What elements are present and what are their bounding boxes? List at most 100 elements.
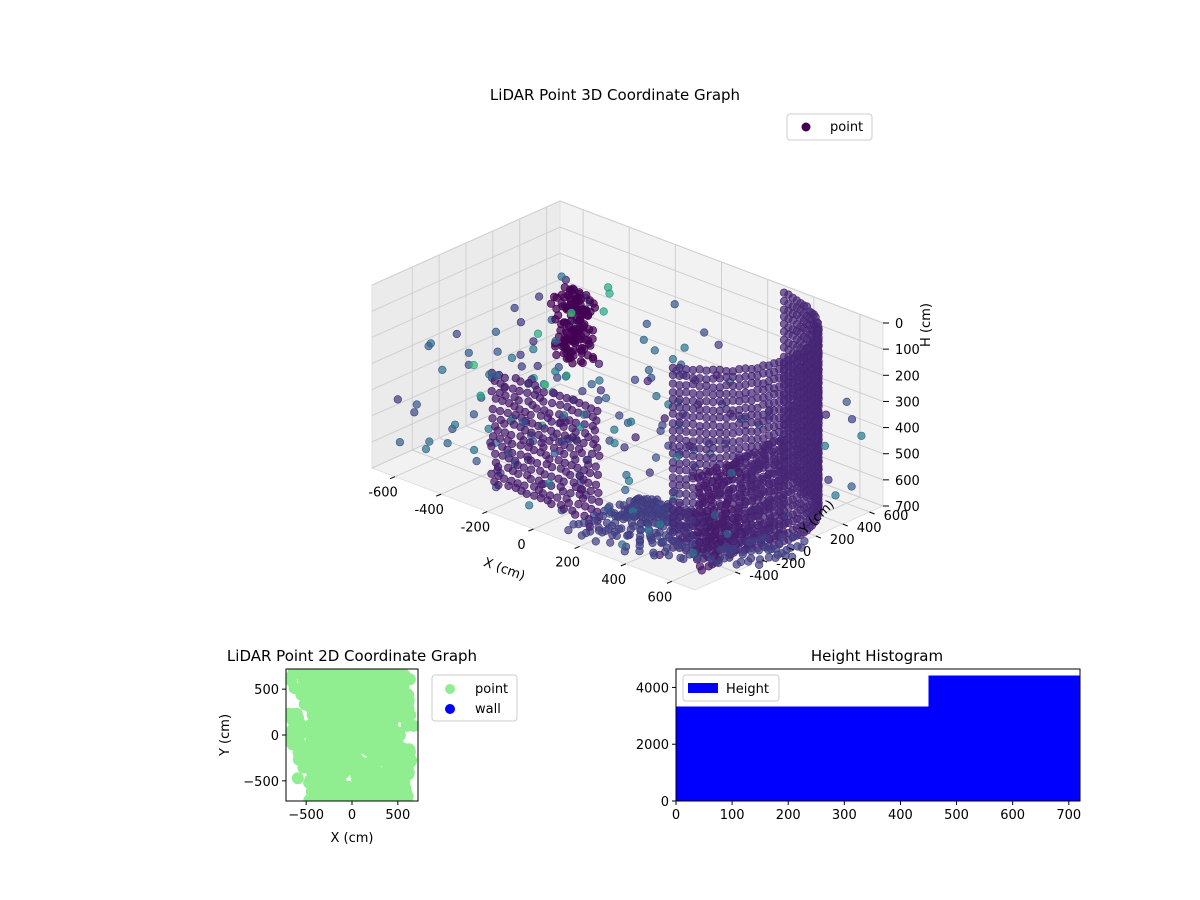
grid-line bbox=[371, 357, 561, 443]
point-3d bbox=[527, 465, 536, 474]
legend-label-point: point bbox=[830, 120, 863, 135]
point-3d bbox=[493, 426, 502, 435]
point-3d bbox=[857, 431, 866, 440]
point-3d bbox=[630, 375, 640, 384]
point-3d bbox=[545, 455, 554, 464]
point-3d bbox=[659, 537, 668, 546]
x-tick-3d bbox=[574, 545, 580, 549]
point-3d bbox=[652, 392, 661, 401]
chart-title-histogram: Height Histogram bbox=[811, 647, 943, 665]
point-3d bbox=[688, 404, 698, 414]
point-3d bbox=[452, 329, 461, 339]
point-3d bbox=[619, 514, 628, 524]
y-tick-3d bbox=[788, 547, 795, 551]
point-2d bbox=[303, 776, 316, 789]
point-3d bbox=[708, 398, 718, 407]
z-axis-label-3d: H (cm) bbox=[919, 303, 934, 347]
point-3d bbox=[450, 420, 460, 429]
legend-swatch-height bbox=[688, 683, 718, 693]
point-3d bbox=[668, 363, 678, 373]
point-3d bbox=[610, 425, 619, 434]
grid-line bbox=[559, 278, 884, 402]
point-3d bbox=[539, 443, 548, 452]
point-3d bbox=[710, 510, 719, 520]
point-3d bbox=[501, 391, 510, 400]
point-2d bbox=[397, 701, 410, 714]
point-3d bbox=[514, 469, 523, 479]
z-tick-label-3d: 600 bbox=[895, 474, 920, 489]
point-2d bbox=[333, 794, 346, 801]
point-3d bbox=[644, 525, 653, 535]
point-3d bbox=[599, 307, 608, 316]
point-2d bbox=[291, 772, 304, 785]
point-3d bbox=[395, 438, 405, 447]
point-3d bbox=[532, 459, 542, 468]
point-2d bbox=[359, 726, 372, 739]
point-3d bbox=[595, 376, 604, 385]
point-3d bbox=[745, 538, 754, 547]
point-3d bbox=[576, 422, 585, 431]
point-3d bbox=[559, 411, 569, 420]
point-3d bbox=[648, 538, 657, 548]
x-tick-label-2d: 500 bbox=[385, 808, 410, 823]
point-3d bbox=[569, 520, 578, 529]
point-3d bbox=[546, 299, 556, 308]
point-3d bbox=[513, 479, 522, 488]
point-3d bbox=[668, 473, 678, 482]
point-3d bbox=[639, 335, 648, 344]
point-3d bbox=[516, 450, 525, 459]
point-3d bbox=[559, 318, 568, 327]
point-2d bbox=[320, 733, 333, 746]
point-3d bbox=[682, 419, 691, 428]
point-3d bbox=[578, 387, 587, 396]
point-2d bbox=[306, 736, 319, 748]
point-3d bbox=[559, 340, 569, 349]
point-3d bbox=[642, 319, 651, 329]
point-3d bbox=[585, 468, 595, 478]
point-3d bbox=[688, 452, 698, 461]
point-2d bbox=[330, 727, 343, 740]
point-3d bbox=[747, 546, 756, 556]
point-3d bbox=[717, 511, 726, 520]
point-3d bbox=[668, 505, 678, 514]
point-3d bbox=[668, 409, 678, 418]
point-3d bbox=[410, 408, 419, 417]
y-tick-3d bbox=[842, 523, 848, 527]
point-3d bbox=[643, 377, 652, 386]
x-tick-3d bbox=[482, 511, 488, 515]
point-3d bbox=[820, 441, 830, 451]
point-3d bbox=[516, 377, 525, 386]
point-3d bbox=[533, 361, 542, 371]
point-3d bbox=[715, 389, 724, 398]
scatter-points-3d bbox=[393, 272, 866, 575]
point-3d bbox=[603, 283, 613, 292]
point-3d bbox=[647, 511, 657, 520]
point-2d bbox=[370, 675, 383, 688]
point-3d bbox=[668, 388, 678, 397]
point-3d bbox=[510, 303, 519, 313]
point-3d bbox=[688, 366, 698, 375]
point-3d bbox=[516, 350, 525, 359]
point-3d bbox=[738, 550, 747, 559]
point-3d bbox=[569, 346, 579, 355]
point-3d bbox=[708, 365, 718, 374]
point-3d bbox=[547, 499, 556, 509]
x-tick-3d bbox=[620, 563, 626, 567]
point-3d bbox=[606, 538, 615, 547]
point-3d bbox=[694, 482, 704, 492]
point-3d bbox=[682, 458, 691, 467]
x-tick-label-3d: 200 bbox=[555, 555, 580, 570]
point-2d bbox=[359, 742, 372, 755]
point-3d bbox=[715, 413, 724, 422]
legend-marker-point bbox=[801, 122, 811, 132]
point-3d bbox=[533, 329, 543, 338]
point-3d bbox=[514, 396, 523, 405]
z-tick-label-3d: 700 bbox=[895, 500, 920, 515]
x-tick-label-3d: 400 bbox=[601, 573, 626, 588]
point-3d bbox=[526, 438, 535, 447]
point-3d bbox=[702, 366, 711, 375]
point-3d bbox=[681, 543, 691, 552]
point-3d bbox=[517, 362, 526, 371]
point-2d bbox=[366, 752, 379, 765]
point-3d bbox=[670, 487, 679, 496]
